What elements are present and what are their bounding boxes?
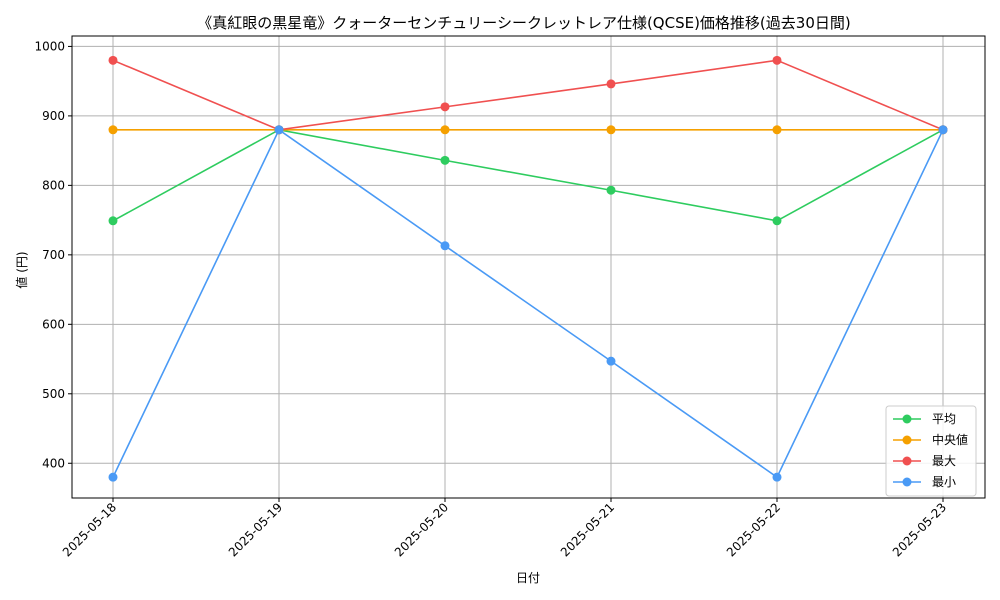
data-point: [772, 125, 782, 135]
y-tick-label: 1000: [34, 39, 65, 53]
y-tick-label: 800: [42, 178, 65, 192]
legend-label: 平均: [932, 412, 956, 426]
data-point: [938, 125, 948, 135]
plot-area: [71, 35, 986, 499]
x-tick-label: 2025-05-23: [890, 500, 949, 559]
data-point: [606, 356, 616, 366]
y-tick-label: 900: [42, 109, 65, 123]
y-axis-label: 値 (円): [14, 251, 29, 288]
series-line: [112, 59, 944, 131]
legend-label: 最大: [932, 454, 956, 468]
chart-title: 《真紅眼の黒星竜》クォーターセンチュリーシークレットレア仕様(QCSE)価格推移…: [197, 14, 850, 32]
legend-item: 最大: [893, 454, 956, 468]
y-tick-label: 600: [42, 317, 65, 331]
legend-marker: [902, 435, 912, 445]
axis-ticks: 2025-05-18 2025-05-19 2025-05-20 2025-05-21…: [34, 39, 949, 559]
legend-marker: [902, 456, 912, 466]
data-point: [274, 125, 284, 135]
legend-label: 最小: [932, 475, 956, 489]
x-axis-label: 日付: [516, 571, 540, 585]
x-tick-label: 2025-05-19: [226, 500, 285, 559]
series-line: [112, 128, 944, 479]
x-tick-label: 2025-05-18: [60, 500, 119, 559]
legend-item: 最小: [893, 475, 956, 489]
x-tick-label: 2025-05-21: [558, 500, 617, 559]
legend-item: 中央値: [893, 432, 968, 447]
y-tick-label: 500: [42, 387, 65, 401]
data-point: [108, 125, 118, 135]
data-point: [440, 125, 450, 135]
series-1: [108, 125, 948, 135]
legend-item: 平均: [893, 412, 956, 426]
data-point: [772, 55, 782, 65]
data-point: [606, 125, 616, 135]
series-0: [108, 125, 948, 226]
legend-box: [885, 405, 977, 497]
series-3: [108, 125, 948, 482]
data-point: [108, 472, 118, 482]
data-point: [772, 216, 782, 226]
data-point: [606, 185, 616, 195]
x-tick-label: 2025-05-20: [392, 500, 451, 559]
data-point: [440, 155, 450, 165]
data-point: [440, 241, 450, 251]
series-group: [108, 55, 948, 482]
series-2: [108, 55, 948, 135]
data-point: [606, 79, 616, 89]
legend-label: 中央値: [932, 432, 968, 447]
data-point: [108, 55, 118, 65]
x-tick-label: 2025-05-22: [724, 500, 783, 559]
data-point: [108, 216, 118, 226]
y-tick-label: 700: [42, 248, 65, 262]
y-tick-label: 400: [42, 456, 65, 470]
legend-marker: [902, 477, 912, 487]
series-line: [112, 128, 944, 222]
legend-marker: [902, 414, 912, 424]
grid: [72, 36, 985, 498]
data-point: [772, 472, 782, 482]
data-point: [440, 102, 450, 112]
